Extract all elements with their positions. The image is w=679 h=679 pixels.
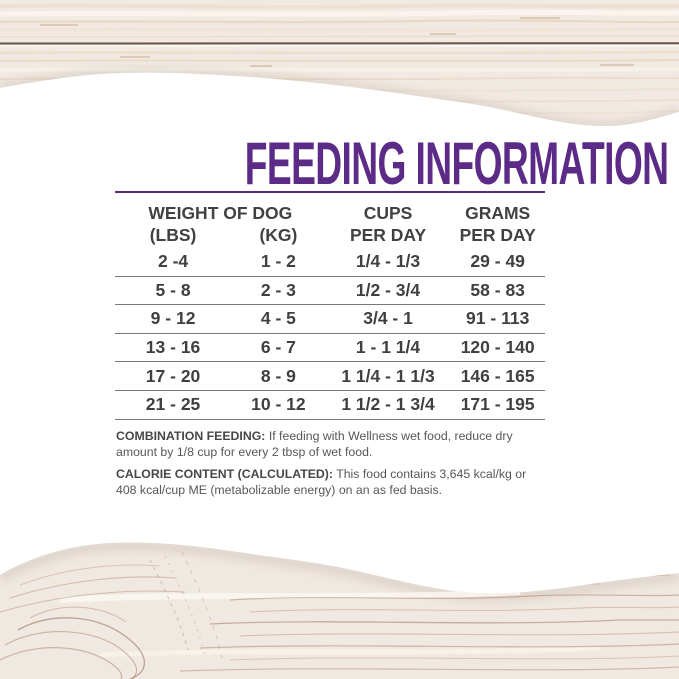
table-cell-grams: 171 - 195 bbox=[460, 394, 535, 415]
table-row: 17 - 20 8 - 9 1 1/4 - 1 1/3 146 - 165 bbox=[115, 362, 545, 391]
table-cell-kg: 1 - 2 bbox=[260, 251, 296, 272]
table-row: 5 - 8 2 - 3 1/2 - 3/4 58 - 83 bbox=[115, 277, 545, 306]
table-cell-grams: 120 - 140 bbox=[460, 337, 535, 358]
header-weight-of-dog: WEIGHT OF DOG bbox=[148, 203, 293, 223]
wood-top bbox=[0, 0, 679, 126]
note-combination-feeding: COMBINATION FEEDING: If feeding with Wel… bbox=[116, 429, 546, 460]
table-cell-cups: 1 1/4 - 1 1/3 bbox=[341, 365, 435, 386]
table-cell-lbs: 5 - 8 bbox=[155, 279, 191, 300]
wood-bottom bbox=[0, 542, 679, 679]
table-cell-grams: 58 - 83 bbox=[470, 279, 525, 300]
table-cell-cups: 1/2 - 3/4 bbox=[355, 279, 421, 300]
page-title-text: FEEDING INFORMATION bbox=[244, 130, 669, 197]
table-cell-lbs: 21 - 25 bbox=[145, 394, 201, 415]
table-cell-grams: 91 - 113 bbox=[466, 308, 530, 329]
header-lbs: (LBS) bbox=[149, 224, 197, 245]
table-cell-grams: 146 - 165 bbox=[460, 365, 535, 386]
note-combination-feeding-text: If feeding with Wellness wet food, reduc… bbox=[116, 429, 513, 459]
header-grams-per-day: PER DAY bbox=[459, 224, 536, 245]
table-cell-cups: 1 1/2 - 1 3/4 bbox=[341, 394, 435, 415]
table-cell-kg: 10 - 12 bbox=[251, 394, 306, 415]
table-cell-lbs: 13 - 16 bbox=[145, 337, 201, 358]
page-title: FEEDING INFORMATION bbox=[115, 134, 669, 194]
table-cell-kg: 2 - 3 bbox=[260, 279, 296, 300]
table-row: 21 - 25 10 - 12 1 1/2 - 1 3/4 171 - 195 bbox=[115, 391, 545, 420]
note-calorie-content-text: This food contains 3,645 kcal/kg or 408 … bbox=[116, 467, 527, 497]
notes: COMBINATION FEEDING: If feeding with Wel… bbox=[116, 429, 546, 505]
note-calorie-content-label: CALORIE CONTENT (CALCULATED): bbox=[116, 467, 333, 482]
table-row: 9 - 12 4 - 5 3/4 - 1 91 - 113 bbox=[115, 305, 545, 334]
note-combination-feeding-label: COMBINATION FEEDING: bbox=[116, 429, 266, 443]
header-kg: (KG) bbox=[259, 224, 298, 245]
note-calorie-content: CALORIE CONTENT (CALCULATED): This food … bbox=[116, 467, 546, 498]
table-cell-cups: 3/4 - 1 bbox=[363, 308, 413, 329]
table-cell-kg: 6 - 7 bbox=[260, 337, 296, 358]
table-header: WEIGHT OF DOG CUPS GRAMS (LBS) (KG) PER … bbox=[115, 203, 545, 246]
header-grams: GRAMS bbox=[465, 203, 531, 223]
header-cups: CUPS bbox=[363, 203, 413, 223]
title-underline bbox=[115, 191, 545, 193]
table-cell-cups: 1/4 - 1/3 bbox=[355, 251, 421, 272]
table-cell-kg: 4 - 5 bbox=[260, 308, 296, 329]
table-row: 13 - 16 6 - 7 1 - 1 1/4 120 - 140 bbox=[115, 334, 545, 363]
feeding-table: 2 -4 1 - 2 1/4 - 1/3 29 - 49 5 - 8 2 - 3 1/2 -… bbox=[115, 248, 545, 420]
table-cell-lbs: 17 - 20 bbox=[145, 365, 201, 386]
table-cell-cups: 1 - 1 1/4 bbox=[355, 337, 421, 358]
table-cell-kg: 8 - 9 bbox=[260, 365, 296, 386]
table-row: 2 -4 1 - 2 1/4 - 1/3 29 - 49 bbox=[115, 248, 545, 277]
table-cell-grams: 29 - 49 bbox=[470, 251, 525, 272]
table-cell-lbs: 9 - 12 bbox=[150, 308, 196, 329]
header-cups-per-day: PER DAY bbox=[349, 224, 427, 245]
table-cell-lbs: 2 -4 bbox=[157, 251, 189, 272]
